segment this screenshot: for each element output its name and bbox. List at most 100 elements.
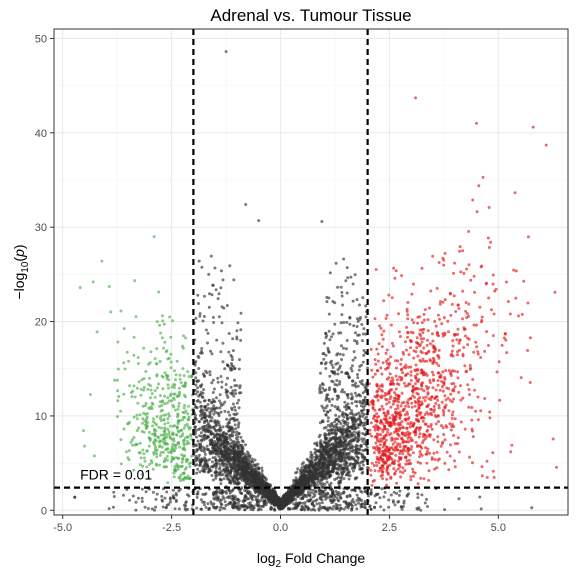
data-point xyxy=(375,464,379,467)
data-point xyxy=(408,425,412,429)
data-point xyxy=(375,347,379,351)
data-point xyxy=(405,459,409,463)
data-point xyxy=(358,461,362,465)
data-point xyxy=(115,378,119,382)
data-point xyxy=(348,316,352,320)
data-point xyxy=(371,400,375,403)
data-point xyxy=(398,335,402,338)
data-point xyxy=(313,451,317,455)
data-point xyxy=(378,447,382,451)
data-point xyxy=(402,352,405,356)
data-point xyxy=(202,434,206,437)
data-point xyxy=(381,449,385,453)
data-point xyxy=(355,404,359,408)
data-point xyxy=(413,382,417,386)
data-point xyxy=(198,414,202,417)
data-point xyxy=(198,463,202,467)
data-point xyxy=(437,406,441,410)
data-point xyxy=(363,395,367,399)
data-point xyxy=(340,290,344,294)
data-point xyxy=(340,473,344,477)
data-point xyxy=(357,423,361,427)
data-point xyxy=(391,381,395,385)
data-point xyxy=(377,461,381,465)
data-point xyxy=(387,293,391,297)
data-point xyxy=(181,457,184,461)
data-point xyxy=(155,463,159,467)
data-point xyxy=(230,467,233,471)
data-point xyxy=(268,500,272,504)
data-point xyxy=(228,366,232,370)
data-point xyxy=(348,429,351,433)
data-point xyxy=(461,352,465,356)
data-point xyxy=(371,416,375,420)
data-point xyxy=(400,420,404,424)
data-point xyxy=(353,383,357,387)
data-point xyxy=(410,292,414,296)
data-point xyxy=(431,254,435,258)
data-point xyxy=(178,377,182,381)
data-point xyxy=(442,383,446,387)
data-point xyxy=(246,467,250,471)
data-point xyxy=(473,290,477,294)
data-point xyxy=(373,426,377,430)
data-point xyxy=(167,399,171,403)
data-point xyxy=(209,438,213,442)
data-point xyxy=(206,403,210,406)
data-point xyxy=(431,373,435,377)
data-point xyxy=(205,418,209,422)
data-point xyxy=(319,439,323,443)
data-point xyxy=(271,501,275,505)
data-point xyxy=(428,342,432,346)
data-point xyxy=(183,416,187,419)
data-point xyxy=(308,474,311,478)
data-point xyxy=(436,398,440,402)
data-point xyxy=(416,341,420,345)
data-point xyxy=(347,406,351,410)
data-point xyxy=(327,397,331,401)
data-point xyxy=(236,482,240,486)
data-point xyxy=(427,469,431,473)
data-point xyxy=(335,407,339,411)
data-point xyxy=(331,332,335,336)
data-point xyxy=(229,433,233,437)
data-point xyxy=(190,374,194,378)
data-point xyxy=(409,370,413,374)
data-point xyxy=(456,327,460,331)
data-point xyxy=(221,278,225,282)
data-point xyxy=(405,440,409,444)
data-point xyxy=(438,302,442,306)
data-point xyxy=(153,357,157,361)
data-point xyxy=(240,460,244,464)
data-point xyxy=(318,448,322,452)
data-point xyxy=(167,356,171,360)
data-point xyxy=(279,500,283,504)
data-point xyxy=(200,459,204,463)
data-point xyxy=(406,313,410,317)
data-point xyxy=(197,458,201,462)
data-point xyxy=(328,443,332,447)
data-point xyxy=(466,383,470,387)
data-point xyxy=(342,470,346,474)
data-point xyxy=(411,424,415,428)
data-point xyxy=(377,387,381,391)
data-point xyxy=(338,426,342,430)
data-point xyxy=(449,443,452,447)
data-point xyxy=(222,443,226,447)
data-point xyxy=(107,285,111,288)
data-point xyxy=(376,359,380,363)
data-point xyxy=(423,399,427,402)
data-point xyxy=(316,475,320,479)
data-point xyxy=(422,477,426,481)
data-point xyxy=(312,468,316,472)
data-point xyxy=(437,261,441,264)
data-point xyxy=(400,401,404,405)
data-point xyxy=(199,438,203,442)
data-point xyxy=(224,437,228,441)
data-point xyxy=(359,419,362,423)
data-point xyxy=(370,483,374,487)
data-point xyxy=(289,491,293,495)
data-point xyxy=(171,319,174,323)
data-point xyxy=(442,413,446,417)
data-point xyxy=(443,438,447,442)
